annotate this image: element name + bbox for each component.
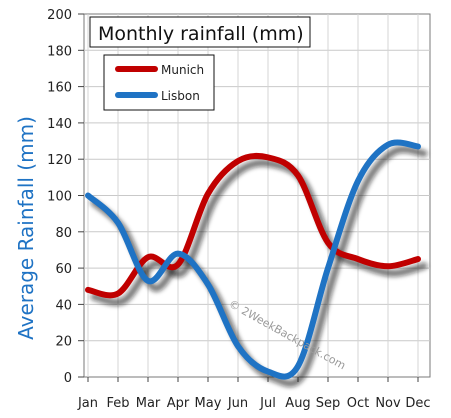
x-tick-label: Jul bbox=[259, 396, 276, 411]
y-tick-label: 20 bbox=[55, 335, 72, 350]
x-tick-label: Apr bbox=[167, 396, 190, 411]
y-tick-label: 0 bbox=[64, 371, 72, 386]
series-lines bbox=[85, 139, 421, 380]
series-line-munich bbox=[85, 152, 421, 299]
x-tick-label: Jan bbox=[77, 396, 98, 411]
x-tick-label: Sep bbox=[316, 396, 341, 411]
x-tick-label: Dec bbox=[405, 396, 430, 411]
y-axis-label: Average Rainfall (mm) bbox=[14, 116, 38, 340]
x-tick-labels: Jan Feb Mar Apr May Jun Jul Aug Sep Oct Nov Dec bbox=[77, 396, 431, 411]
x-tick-label: Oct bbox=[347, 396, 369, 411]
y-tick-label: 40 bbox=[55, 298, 72, 313]
series-shadow-munich bbox=[90, 159, 428, 306]
y-tick-label: 120 bbox=[47, 153, 72, 168]
x-tick-label: May bbox=[195, 396, 222, 411]
series-shadow-lisbon bbox=[90, 145, 428, 388]
y-tick-label: 140 bbox=[47, 117, 72, 132]
legend-label-munich: Munich bbox=[161, 63, 204, 77]
y-tick-labels: 0 20 40 60 80 100 120 140 160 180 200 bbox=[47, 8, 72, 386]
y-tick-label: 180 bbox=[47, 44, 72, 59]
title-box bbox=[89, 16, 311, 48]
x-tick-label: Jun bbox=[227, 396, 248, 411]
x-tick-label: Aug bbox=[285, 396, 310, 411]
y-tick-label: 200 bbox=[47, 8, 72, 23]
x-tick-label: Feb bbox=[106, 396, 129, 411]
legend: Munich Lisbon bbox=[103, 54, 215, 111]
x-tick-label: Mar bbox=[136, 396, 161, 411]
y-tick-label: 160 bbox=[47, 81, 72, 96]
series-line-lisbon bbox=[85, 139, 421, 380]
legend-label-lisbon: Lisbon bbox=[161, 89, 200, 103]
chart-title: Monthly rainfall (mm) bbox=[98, 23, 304, 45]
y-tick-label: 60 bbox=[55, 262, 72, 277]
y-tick-label: 80 bbox=[55, 226, 72, 241]
legend-box bbox=[103, 54, 215, 111]
series-shadows bbox=[90, 145, 428, 388]
x-tick-label: Nov bbox=[375, 396, 401, 411]
y-tick-label: 100 bbox=[47, 190, 72, 205]
